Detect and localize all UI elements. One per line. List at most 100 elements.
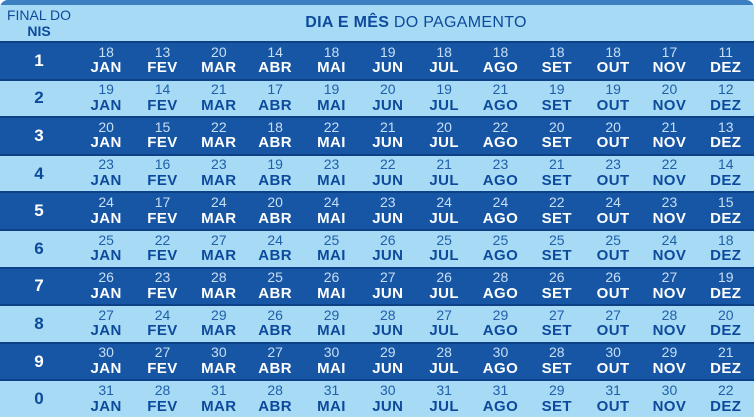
- payment-month: ABR: [258, 59, 292, 77]
- payment-day: 17: [267, 81, 283, 98]
- payment-month: NOV: [652, 247, 687, 265]
- payment-day: 22: [717, 381, 734, 398]
- payment-month: JAN: [90, 359, 122, 377]
- payment-cell: 25 SET: [529, 231, 585, 267]
- payment-day: 15: [154, 118, 171, 135]
- payment-month: NOV: [652, 172, 687, 190]
- payment-day: 29: [323, 306, 340, 323]
- payment-day: 18: [436, 43, 452, 60]
- payment-month: AGO: [482, 209, 519, 227]
- payment-month: SET: [541, 172, 572, 190]
- payment-month: SET: [541, 322, 572, 340]
- payment-month: JAN: [90, 134, 122, 152]
- payment-month: SET: [541, 134, 572, 152]
- payment-day: 23: [323, 156, 340, 173]
- payment-month: MAR: [201, 209, 237, 227]
- payment-cell: 20 JUL: [416, 118, 472, 154]
- payment-day: 25: [267, 269, 283, 286]
- payment-cell: 26 MAI: [303, 269, 359, 305]
- payment-month: MAR: [201, 397, 237, 415]
- payment-cell: 28 JUL: [416, 344, 472, 380]
- table-title-rest: DO PAGAMENTO: [389, 14, 527, 31]
- payment-month: JUL: [429, 209, 459, 227]
- payment-month: JUL: [429, 397, 459, 415]
- payment-day: 21: [492, 81, 509, 98]
- nis-header-line1: FINAL DO: [6, 6, 72, 23]
- payment-month: DEZ: [710, 172, 742, 190]
- payment-month: MAR: [201, 134, 237, 152]
- payment-day: 24: [211, 193, 227, 210]
- payment-day: 19: [605, 81, 621, 98]
- payment-day: 18: [492, 43, 509, 60]
- payment-day: 23: [492, 156, 509, 173]
- payment-cell: 23 JAN: [78, 156, 134, 192]
- payment-cell: 24 FEV: [134, 306, 190, 342]
- payment-day: 20: [436, 118, 452, 135]
- payment-day: 22: [661, 156, 678, 173]
- nis-digit: 5: [34, 201, 44, 221]
- payment-day: 31: [323, 381, 340, 398]
- payment-month: OUT: [596, 96, 630, 114]
- nis-digit: 9: [34, 351, 44, 371]
- payment-day: 23: [605, 156, 621, 173]
- payment-day: 24: [605, 193, 621, 210]
- payment-cell: 24 OUT: [585, 193, 641, 229]
- payment-month: ABR: [258, 134, 292, 152]
- payment-day: 27: [211, 231, 227, 248]
- payment-cell: 19 ABR: [247, 156, 303, 192]
- payment-day: 28: [380, 306, 396, 323]
- payment-day: 31: [605, 381, 621, 398]
- payment-day: 20: [661, 81, 678, 98]
- payment-month: ABR: [258, 397, 292, 415]
- payment-month: MAI: [317, 209, 346, 227]
- nis-header-line2: NIS: [27, 23, 51, 39]
- payment-month: ABR: [258, 96, 292, 114]
- payment-cell: 13 DEZ: [698, 118, 754, 154]
- payment-month: SET: [541, 96, 572, 114]
- payment-cell: 31 MAR: [191, 381, 247, 417]
- payment-day: 30: [492, 344, 509, 361]
- payment-day: 24: [267, 231, 283, 248]
- payment-day: 21: [661, 118, 678, 135]
- payment-day: 23: [98, 156, 114, 173]
- payment-cell: 20 SET: [529, 118, 585, 154]
- payment-month: SET: [541, 209, 572, 227]
- payment-cell: 26 SET: [529, 269, 585, 305]
- payment-cell: 22 FEV: [134, 231, 190, 267]
- payment-cell: 29 AGO: [472, 306, 528, 342]
- payment-month: MAI: [317, 247, 346, 265]
- payment-cell: 26 JAN: [78, 269, 134, 305]
- payment-day: 28: [661, 306, 678, 323]
- payment-month: MAI: [317, 284, 346, 302]
- payment-month: AGO: [482, 59, 519, 77]
- payment-month: AGO: [482, 96, 519, 114]
- payment-cell: 25 AGO: [472, 231, 528, 267]
- payment-cell: 30 MAR: [191, 344, 247, 380]
- payment-day: 18: [323, 43, 340, 60]
- payment-cell: 17 ABR: [247, 81, 303, 117]
- payment-day: 27: [380, 269, 396, 286]
- payment-month: OUT: [596, 397, 630, 415]
- payment-month: MAR: [201, 322, 237, 340]
- payment-day: 31: [436, 381, 452, 398]
- payment-cell: 18 JAN: [78, 43, 134, 79]
- payment-month: JAN: [90, 172, 122, 190]
- payment-day: 27: [267, 344, 283, 361]
- payment-month: JAN: [90, 397, 122, 415]
- payment-month: JUN: [372, 209, 404, 227]
- payment-day: 14: [267, 43, 283, 60]
- payment-day: 31: [492, 381, 509, 398]
- table-row: 9 30 JAN 27 FEV 30 MAR 27 ABR 30 MAI 29 JUN 28 JUL 30 AG…: [0, 341, 754, 382]
- payment-day: 26: [98, 269, 114, 286]
- payment-day: 13: [154, 43, 171, 60]
- payment-day: 18: [98, 43, 114, 60]
- payment-cell: 22 JUN: [360, 156, 416, 192]
- payment-day: 27: [98, 306, 114, 323]
- payment-cell: 24 AGO: [472, 193, 528, 229]
- payment-day: 30: [380, 381, 396, 398]
- payment-cell: 24 NOV: [641, 231, 697, 267]
- payment-day: 25: [605, 231, 621, 248]
- payment-cell: 30 NOV: [641, 381, 697, 417]
- payment-month: JUL: [429, 359, 459, 377]
- payment-day: 25: [323, 231, 340, 248]
